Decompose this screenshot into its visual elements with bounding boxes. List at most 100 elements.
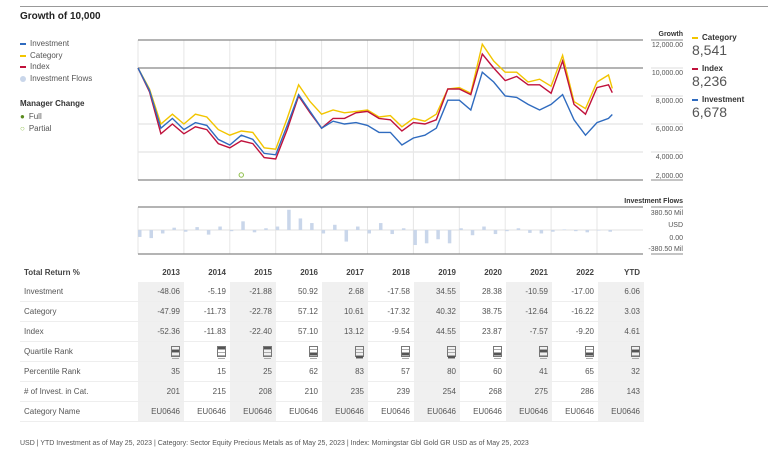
- year-header: 2020: [484, 268, 502, 277]
- chart-title: Growth of 10,000: [20, 11, 101, 22]
- value-cell: 275: [506, 381, 552, 402]
- legend-flows: Investment Flows: [20, 74, 92, 83]
- flows-unit: USD: [668, 222, 683, 229]
- return-cell: -9.20: [552, 321, 598, 342]
- return-cell: -17.58: [368, 282, 414, 302]
- year-header: 2018: [392, 268, 410, 277]
- row-label: Percentile Rank: [20, 361, 138, 382]
- flow-bar: [218, 226, 222, 230]
- y-tick-label: 10,000.00: [652, 70, 683, 77]
- value-cell: EU0646: [230, 401, 276, 422]
- return-cell: -11.73: [184, 301, 230, 322]
- flow-bar: [206, 230, 211, 235]
- return-cell: -10.59: [506, 282, 552, 302]
- return-cell: 6.06: [598, 282, 644, 302]
- value-cell: EU0646: [552, 401, 598, 422]
- return-cell: 57.12: [276, 301, 322, 322]
- flow-bar: [333, 224, 337, 230]
- investment-swatch-icon: [20, 42, 26, 45]
- flow-bar: [585, 230, 590, 233]
- flow-bar: [229, 230, 234, 232]
- row-label: # of Invest. in Cat.: [20, 381, 138, 402]
- top-divider: [20, 6, 768, 7]
- flow-bar: [195, 227, 199, 230]
- flow-bar: [356, 226, 360, 230]
- return-cell: -21.88: [230, 282, 276, 302]
- flow-bar: [401, 228, 406, 230]
- flow-bar: [413, 230, 417, 246]
- flow-bar: [436, 230, 440, 240]
- flow-bar: [275, 226, 280, 230]
- flow-bar: [183, 230, 188, 232]
- flow-bar: [138, 230, 142, 237]
- flow-bar: [482, 226, 486, 230]
- value-cell: EU0646: [414, 401, 460, 422]
- return-cell: -17.00: [552, 282, 598, 302]
- return-cell: -9.54: [368, 321, 414, 342]
- quartile-cell: [184, 341, 230, 362]
- right-panel: Category 8,541 Index 8,236 Investment 6,…: [692, 33, 744, 120]
- flow-bar: [447, 230, 452, 244]
- index-swatch-icon: [20, 65, 26, 68]
- value-cell: 25: [230, 361, 276, 382]
- return-cell: 34.55: [414, 282, 460, 302]
- category-swatch-icon: [20, 54, 26, 57]
- year-header: 2013: [162, 268, 180, 277]
- flow-bar: [252, 230, 257, 233]
- flow-bar: [608, 230, 612, 232]
- value-cell: 62: [276, 361, 322, 382]
- label: Investment: [702, 95, 745, 104]
- value-cell: 215: [184, 381, 230, 402]
- legend-investment: Investment: [20, 39, 69, 48]
- investment-line: [137, 67, 613, 156]
- return-cell: -12.64: [506, 301, 552, 322]
- value-cell: 15: [184, 361, 230, 382]
- value-cell: EU0646: [368, 401, 414, 422]
- full-marker-icon: ●: [20, 112, 25, 121]
- table-row: Investment -48.06 -5.19 -21.88 50.92 2.68 -17.…: [20, 282, 644, 302]
- quartile-rank-icon: [401, 346, 410, 359]
- flows-dot-icon: [20, 75, 26, 82]
- flows-tick-label: 0.00: [669, 235, 683, 242]
- flow-bar: [516, 228, 521, 230]
- table-row: # of Invest. in Cat. 201 215 208 210 235 239 25…: [20, 381, 644, 402]
- legend-label: Investment: [30, 39, 70, 48]
- quartile-cell: [138, 341, 184, 362]
- flow-bar: [493, 230, 498, 235]
- flow-bar: [459, 228, 463, 230]
- row-label: Investment: [20, 282, 138, 302]
- quartile-rank-icon: [217, 346, 226, 359]
- value-cell: EU0646: [598, 401, 644, 422]
- flow-bar: [160, 230, 165, 234]
- return-cell: -16.22: [552, 301, 598, 322]
- value-cell: 80: [414, 361, 460, 382]
- year-header: 2016: [300, 268, 318, 277]
- growth-axis-title: Growth: [659, 31, 684, 38]
- flow-bar: [264, 228, 268, 230]
- table-row: Percentile Rank 35 15 25 62 83 57 80 60 41 65 32: [20, 361, 644, 382]
- value-cell: 268: [460, 381, 506, 402]
- return-cell: -17.32: [368, 301, 414, 322]
- index-swatch-icon: [692, 67, 698, 70]
- table-row-quartile: Quartile Rank: [20, 341, 644, 362]
- quartile-cell: [460, 341, 506, 362]
- label: Index: [702, 64, 723, 73]
- table-row: Category Name EU0646 EU0646 EU0646 EU0646 EU0…: [20, 401, 644, 422]
- y-tick-label: 2,000.00: [656, 173, 683, 180]
- y-tick-label: 8,000.00: [656, 98, 683, 105]
- return-cell: 50.92: [276, 282, 322, 302]
- quartile-cell: [322, 341, 368, 362]
- value-cell: 208: [230, 381, 276, 402]
- quartile-cell: [414, 341, 460, 362]
- year-header: 2015: [254, 268, 272, 277]
- legend-full: ● Full: [20, 112, 42, 121]
- category-line: [137, 42, 613, 150]
- quartile-cell: [552, 341, 598, 362]
- quartile-cell: [230, 341, 276, 362]
- quartile-rank-icon: [263, 346, 272, 359]
- value-cell: 35: [138, 361, 184, 382]
- manager-change-title: Manager Change: [20, 99, 85, 108]
- flow-bar: [287, 209, 291, 230]
- value-cell: 235: [322, 381, 368, 402]
- value-cell: 32: [598, 361, 644, 382]
